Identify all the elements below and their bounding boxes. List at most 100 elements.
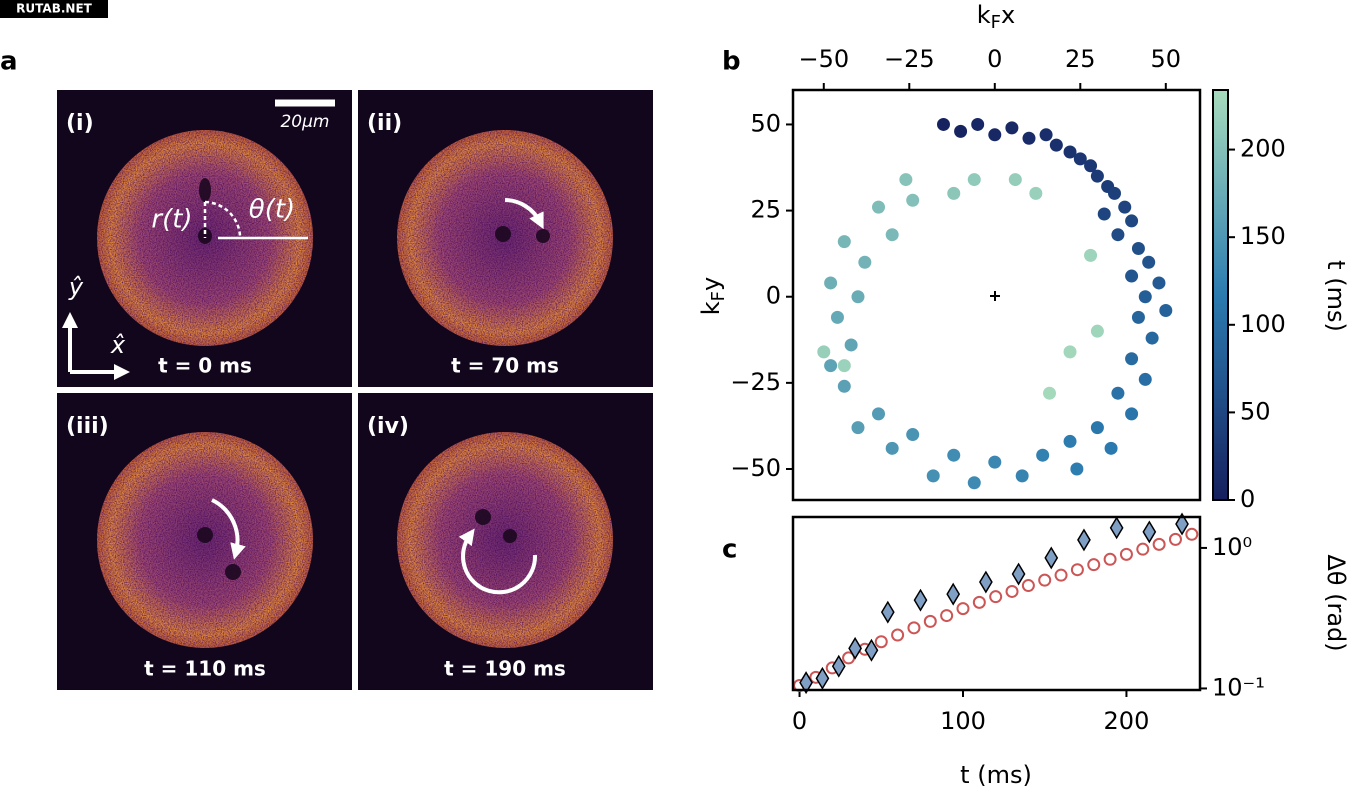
colorbar (1212, 89, 1229, 501)
colorbar-tick-label: 0 (1240, 485, 1255, 513)
colorbar-tick-label: 150 (1240, 222, 1286, 250)
point (858, 255, 872, 269)
point (880, 600, 895, 624)
annotation-label: r(t) (151, 205, 192, 235)
point (1185, 527, 1199, 541)
point (1145, 331, 1159, 345)
point (1038, 573, 1052, 587)
colorbar-tick-label: 200 (1240, 135, 1286, 163)
y-tick-label: 10⁻¹ (1212, 673, 1265, 701)
y-tick-label: −25 (730, 368, 781, 396)
image-time: t = 0 ms (158, 354, 252, 378)
axis-label: t (ms) (960, 761, 1032, 789)
panel-label: c (722, 535, 737, 565)
point (837, 359, 851, 373)
point (1118, 200, 1132, 214)
x-tick-label: 0 (987, 45, 1002, 73)
point (906, 193, 920, 207)
point (967, 173, 981, 187)
point (1084, 159, 1098, 173)
point (989, 590, 1003, 604)
point (1125, 352, 1139, 366)
point (1159, 304, 1173, 318)
point (1084, 248, 1098, 262)
image-panels: 20μm r(t) θ(t) ŷ x̂ (i) (ii) (iii) (iv) … (57, 90, 653, 690)
axis-label-part: k (977, 1, 991, 29)
point (1090, 421, 1104, 435)
point (831, 654, 846, 678)
image-time: t = 70 ms (451, 354, 559, 378)
point (844, 338, 858, 352)
point (1107, 186, 1121, 200)
point (907, 621, 921, 635)
point (851, 290, 865, 304)
point (864, 638, 879, 662)
point (1090, 324, 1104, 338)
axis-label: kFx (977, 1, 1015, 33)
y-tick-label: 10⁰ (1212, 533, 1252, 561)
colorbar-tick-label: 100 (1240, 310, 1286, 338)
point (971, 117, 985, 131)
x-tick-label: 50 (1151, 45, 1182, 73)
point (1119, 547, 1133, 561)
point (848, 636, 862, 660)
image-time: t = 110 ms (144, 657, 266, 681)
point (1125, 214, 1139, 228)
point (946, 582, 961, 606)
axis-label-part: k (697, 301, 725, 315)
point (906, 428, 920, 442)
axis-label: ŷ (68, 273, 84, 301)
scale-bar-label: 20μm (280, 112, 329, 132)
point (1090, 169, 1104, 183)
point (1063, 434, 1077, 448)
point (956, 602, 970, 616)
axes-frame (791, 88, 1202, 502)
point (1087, 558, 1101, 572)
point (1152, 276, 1166, 290)
axis-label: kFy (697, 277, 729, 315)
point (947, 448, 961, 462)
panel-label: b (722, 47, 741, 77)
point (815, 666, 830, 690)
point (1063, 345, 1077, 359)
image-time: t = 190 ms (444, 657, 566, 681)
x-tick-label: −50 (798, 45, 849, 73)
axes-frame (791, 515, 1202, 692)
point (830, 310, 844, 324)
point (1104, 441, 1118, 455)
point (1125, 407, 1139, 421)
point (851, 421, 865, 435)
point (837, 235, 851, 249)
point (1111, 228, 1125, 242)
axis-label-part: y (697, 277, 725, 291)
point (967, 476, 981, 490)
point (824, 276, 838, 290)
point (817, 345, 831, 359)
point (979, 570, 993, 594)
point (1131, 241, 1145, 255)
point (988, 455, 1002, 469)
colorbar-tick-label: 50 (1240, 397, 1271, 425)
point (1168, 532, 1182, 546)
point (1109, 516, 1124, 540)
x-tick-label: 25 (1065, 45, 1096, 73)
point (1015, 469, 1029, 483)
point (824, 359, 838, 373)
point (1136, 542, 1150, 556)
y-tick-label: 25 (750, 196, 781, 224)
x-tick-label: 200 (1104, 707, 1150, 735)
point (1142, 255, 1156, 269)
point (872, 407, 886, 421)
y-tick-label: 0 (766, 282, 781, 310)
point (891, 628, 905, 642)
point (1138, 290, 1152, 304)
point (1008, 173, 1022, 187)
image-label: (iv) (367, 414, 409, 439)
y-tick-label: −50 (730, 454, 781, 482)
point (1029, 186, 1043, 200)
point (885, 441, 899, 455)
point (1021, 579, 1035, 593)
point (1103, 552, 1117, 566)
colorbar-label: t (ms) (1322, 260, 1350, 332)
point (1131, 310, 1145, 324)
